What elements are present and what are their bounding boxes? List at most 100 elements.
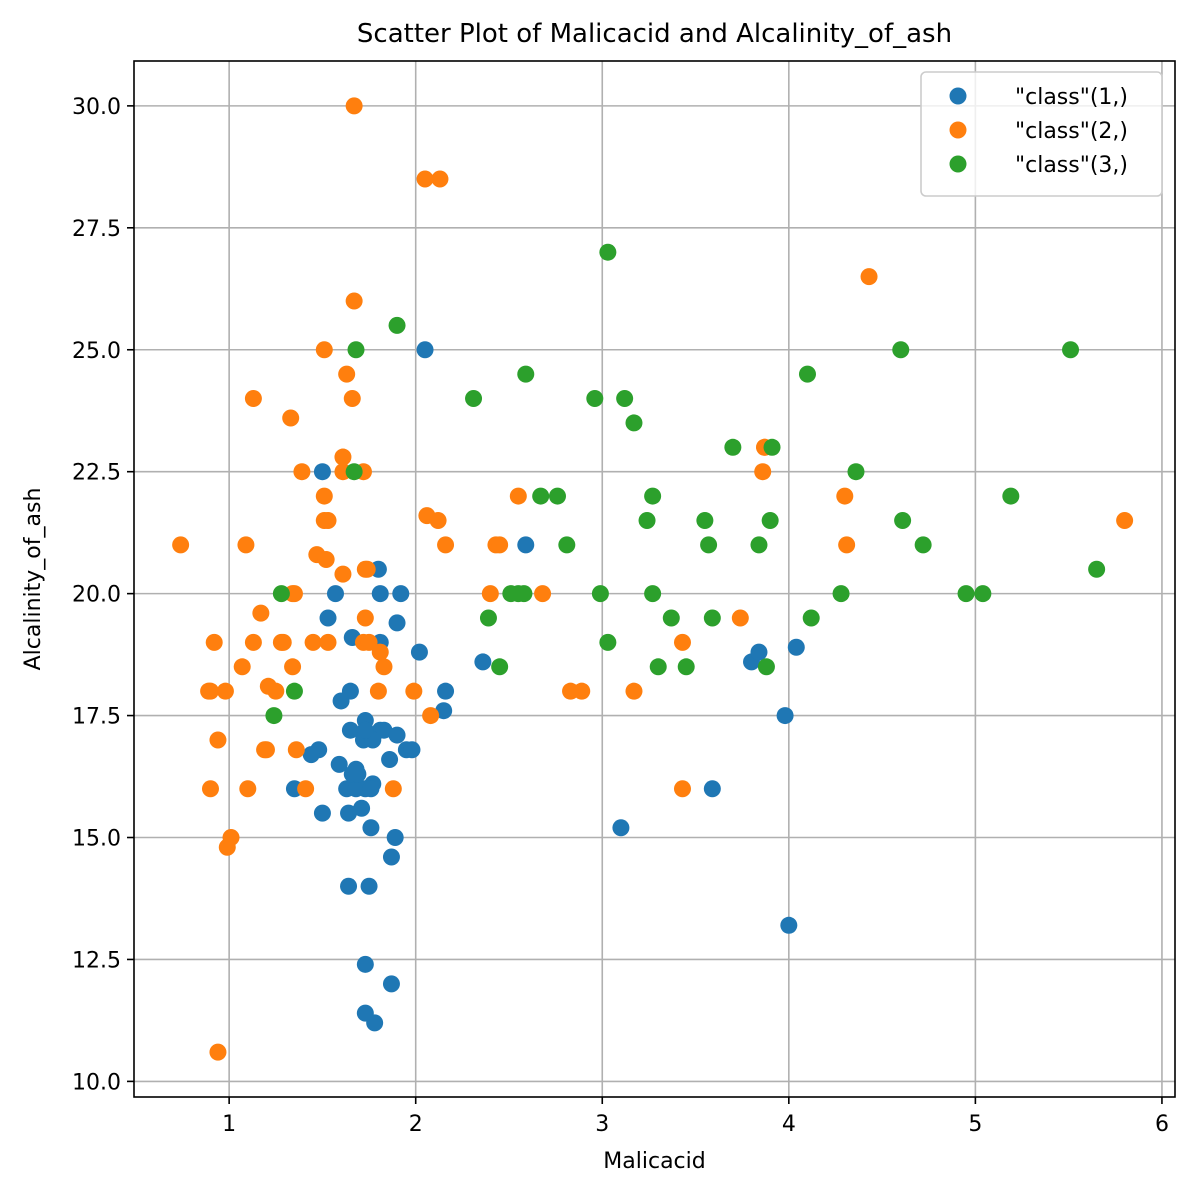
scatter-point bbox=[343, 390, 361, 408]
scatter-point bbox=[218, 838, 236, 856]
scatter-point bbox=[330, 755, 348, 773]
scatter-point bbox=[612, 819, 630, 837]
scatter-point bbox=[200, 682, 218, 700]
legend-label: "class"(3,) bbox=[1015, 153, 1128, 178]
scatter-point bbox=[591, 585, 609, 603]
scatter-point bbox=[847, 463, 865, 481]
scatter-point bbox=[341, 721, 359, 739]
scatter-point bbox=[244, 390, 262, 408]
scatter-point bbox=[517, 365, 535, 383]
scatter-point bbox=[750, 643, 768, 661]
scatter-point bbox=[894, 511, 912, 529]
scatter-point bbox=[369, 682, 387, 700]
scatter-point bbox=[1062, 341, 1080, 359]
scatter-point bbox=[673, 633, 691, 651]
y-tick-label: 25.0 bbox=[72, 339, 121, 364]
grid-layer bbox=[134, 61, 1175, 1097]
scatter-point bbox=[334, 565, 352, 583]
scatter-point bbox=[347, 341, 365, 359]
scatter-point bbox=[534, 585, 552, 603]
scatter-point bbox=[201, 780, 219, 798]
scatter-point bbox=[517, 536, 535, 554]
scatter-point bbox=[282, 409, 300, 427]
x-tick-label: 6 bbox=[1155, 1112, 1169, 1137]
scatter-point bbox=[429, 511, 447, 529]
scatter-point bbox=[703, 609, 721, 627]
scatter-point bbox=[474, 653, 492, 671]
scatter-point bbox=[724, 438, 742, 456]
scatter-point bbox=[509, 487, 527, 505]
y-tick-label: 17.5 bbox=[72, 705, 121, 730]
scatter-point bbox=[787, 638, 805, 656]
scatter-point bbox=[384, 780, 402, 798]
scatter-point bbox=[914, 536, 932, 554]
scatter-point bbox=[422, 707, 440, 725]
scatter-point bbox=[437, 536, 455, 554]
scatter-point bbox=[302, 746, 320, 764]
scatter-point bbox=[293, 463, 311, 481]
scatter-point bbox=[386, 829, 404, 847]
scatter-point bbox=[974, 585, 992, 603]
x-tick-label: 4 bbox=[782, 1112, 796, 1137]
scatter-point bbox=[216, 682, 234, 700]
scatter-point bbox=[465, 390, 483, 408]
scatter-point bbox=[313, 804, 331, 822]
scatter-point bbox=[356, 721, 374, 739]
scatter-point bbox=[287, 741, 305, 759]
scatter-point bbox=[392, 585, 410, 603]
scatter-point bbox=[776, 707, 794, 725]
legend-box bbox=[920, 71, 1163, 197]
y-axis-label: Alcalinity_of_ash bbox=[21, 488, 46, 671]
scatter-point bbox=[356, 609, 374, 627]
scatter-point bbox=[233, 658, 251, 676]
scatter-point bbox=[802, 609, 820, 627]
scatter-point bbox=[334, 448, 352, 466]
scatter-point bbox=[265, 707, 283, 725]
scatter-point bbox=[274, 633, 292, 651]
scatter-point bbox=[317, 550, 335, 568]
scatter-point bbox=[356, 1004, 374, 1022]
scatter-point bbox=[371, 643, 389, 661]
scatter-point bbox=[754, 463, 772, 481]
y-tick-label: 27.5 bbox=[72, 217, 121, 242]
scatter-point bbox=[703, 780, 721, 798]
scatter-point bbox=[371, 585, 389, 603]
scatter-point bbox=[326, 585, 344, 603]
scatter-point bbox=[1116, 511, 1134, 529]
scatter-point bbox=[315, 487, 333, 505]
scatter-point bbox=[416, 170, 434, 188]
y-tick-label: 15.0 bbox=[72, 827, 121, 852]
scatter-point bbox=[315, 341, 333, 359]
scatter-point bbox=[244, 633, 262, 651]
scatter-point bbox=[780, 916, 798, 934]
scatter-point bbox=[319, 633, 337, 651]
scatter-point bbox=[259, 677, 277, 695]
scatter-point bbox=[644, 487, 662, 505]
y-tick-label: 20.0 bbox=[72, 583, 121, 608]
scatter-point bbox=[431, 170, 449, 188]
scatter-point bbox=[340, 804, 358, 822]
scatter-point bbox=[375, 721, 393, 739]
scatter-point bbox=[347, 780, 365, 798]
scatter-point bbox=[345, 463, 363, 481]
scatter-point bbox=[313, 463, 331, 481]
scatter-point bbox=[625, 414, 643, 432]
scatter-point bbox=[388, 316, 406, 334]
scatter-point bbox=[700, 536, 718, 554]
scatter-point bbox=[625, 682, 643, 700]
scatter-point bbox=[1088, 560, 1106, 578]
scatter-point bbox=[562, 682, 580, 700]
scatter-point bbox=[696, 511, 714, 529]
scatter-point bbox=[319, 609, 337, 627]
scatter-point bbox=[548, 487, 566, 505]
scatter-point bbox=[362, 780, 380, 798]
scatter-point bbox=[763, 438, 781, 456]
legend-marker bbox=[949, 155, 967, 173]
scatter-point bbox=[362, 819, 380, 837]
scatter-point bbox=[382, 975, 400, 993]
scatter-point bbox=[209, 731, 227, 749]
scatter-point bbox=[586, 390, 604, 408]
scatter-point bbox=[1002, 487, 1020, 505]
scatter-point bbox=[649, 658, 667, 676]
